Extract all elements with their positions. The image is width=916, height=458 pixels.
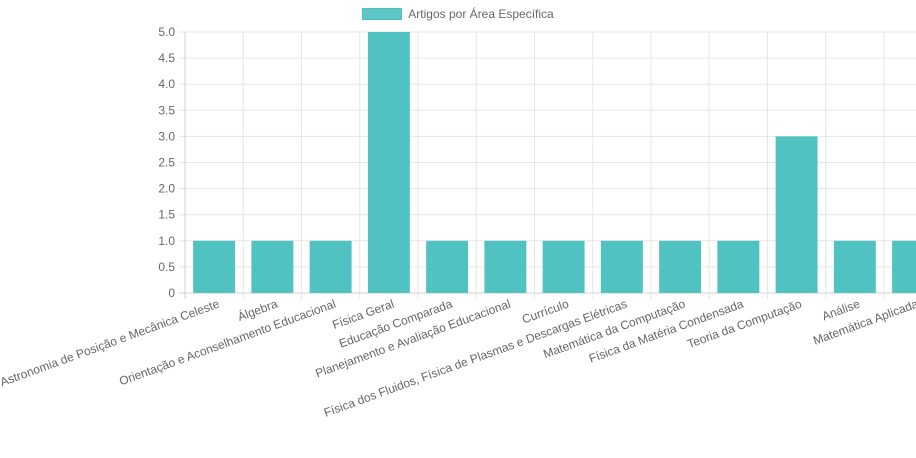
y-tick-label: 1.5 xyxy=(158,208,175,222)
y-tick-label: 0 xyxy=(168,286,175,300)
bar[interactable] xyxy=(309,240,352,293)
bar[interactable] xyxy=(426,240,469,293)
legend-label: Artigos por Área Específica xyxy=(408,7,554,21)
y-tick-label: 4.0 xyxy=(158,77,175,91)
bar[interactable] xyxy=(892,240,916,293)
x-tick-label: Orientação e Aconselhamento Educacional xyxy=(117,297,337,389)
y-tick-label: 5.0 xyxy=(158,25,175,39)
bar[interactable] xyxy=(193,240,236,293)
legend[interactable]: Artigos por Área Específica xyxy=(0,7,916,21)
bar[interactable] xyxy=(367,32,410,293)
y-tick-label: 3.5 xyxy=(158,103,175,117)
y-tick-label: 3.0 xyxy=(158,129,175,143)
bar[interactable] xyxy=(717,240,760,293)
y-tick-label: 4.5 xyxy=(158,51,175,65)
x-tick-label: Astronomia de Posição e Mecânica Celeste xyxy=(0,297,221,390)
bar[interactable] xyxy=(484,240,527,293)
bar[interactable] xyxy=(251,240,294,293)
y-tick-label: 2.0 xyxy=(158,182,175,196)
bar[interactable] xyxy=(542,240,585,293)
y-tick-label: 0.5 xyxy=(158,260,175,274)
y-tick-label: 2.5 xyxy=(158,156,175,170)
bar[interactable] xyxy=(659,240,702,293)
legend-swatch xyxy=(362,8,403,20)
y-tick-label: 1.0 xyxy=(158,234,175,248)
bar[interactable] xyxy=(775,136,818,293)
bar[interactable] xyxy=(833,240,876,293)
bar[interactable] xyxy=(600,240,643,293)
